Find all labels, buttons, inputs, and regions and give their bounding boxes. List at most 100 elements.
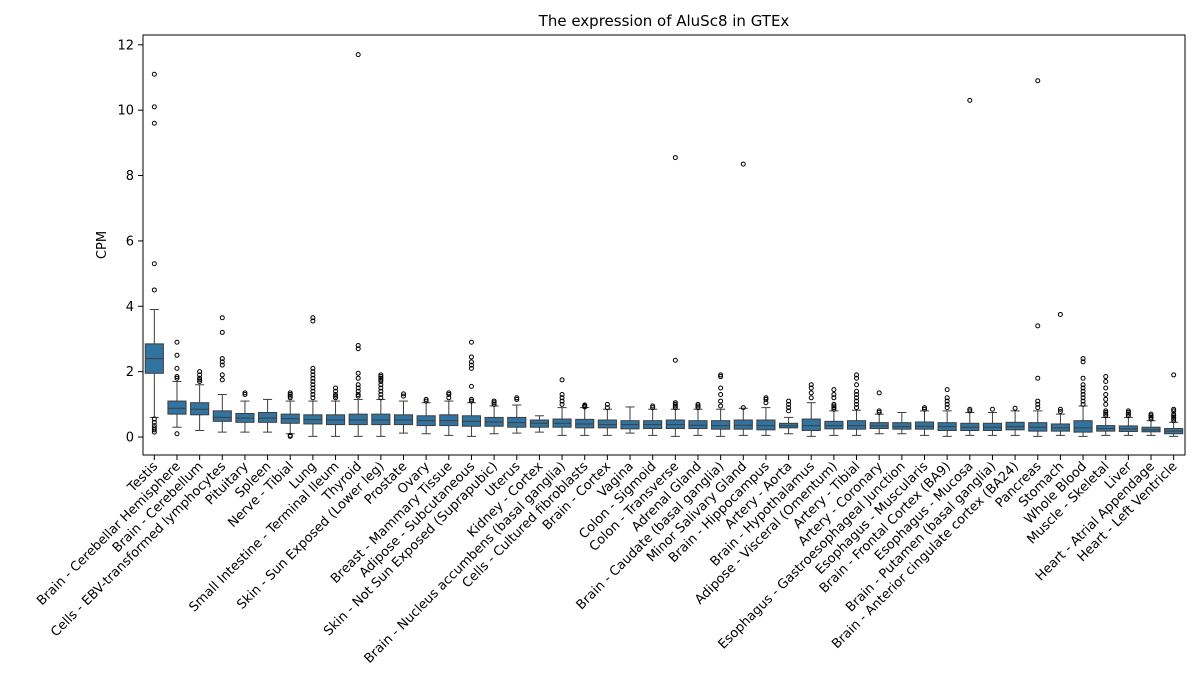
outlier-point [1057, 406, 1063, 412]
outlier-point [219, 359, 225, 365]
outlier-point [1035, 78, 1041, 84]
outlier-point [197, 372, 203, 378]
outlier-point [944, 405, 950, 411]
outlier-point [333, 393, 339, 399]
box-body [711, 420, 731, 430]
outlier-point [151, 71, 157, 77]
outlier-point [197, 369, 203, 375]
outlier-point [786, 398, 792, 404]
outlier-point [355, 385, 361, 391]
outlier-point [559, 395, 565, 401]
outlier-point [967, 406, 973, 412]
outlier-point [718, 403, 724, 409]
outlier-point [355, 346, 361, 352]
outlier-point [672, 155, 678, 161]
outlier-point [944, 401, 950, 407]
outlier-point [468, 339, 474, 345]
outlier-point [514, 396, 520, 402]
outlier-point [831, 405, 837, 411]
outlier-point [876, 410, 882, 416]
outlier-point [1171, 408, 1177, 414]
outlier-point [378, 388, 384, 394]
outlier-point [1103, 396, 1109, 402]
box-39 [1005, 405, 1025, 436]
outlier-point [695, 401, 701, 407]
outlier-point [763, 400, 769, 406]
box-8 [303, 315, 323, 437]
y-axis-title: CPM [95, 231, 110, 259]
outlier-point [355, 343, 361, 349]
outlier-point [446, 392, 452, 398]
outlier-point [650, 405, 656, 411]
outlier-point [1103, 401, 1109, 407]
box-body [801, 418, 821, 431]
outlier-point [1080, 382, 1086, 388]
outlier-point [559, 398, 565, 404]
outlier-point [174, 339, 180, 345]
outlier-point [1103, 408, 1109, 414]
outlier-point [378, 395, 384, 401]
outlier-point [174, 352, 180, 358]
outlier-point [1057, 409, 1063, 415]
outlier-point [1012, 405, 1018, 411]
outlier-point [333, 385, 339, 391]
box-44 [1118, 408, 1138, 436]
box-body [733, 419, 753, 430]
box-6 [258, 398, 278, 433]
outlier-point [468, 354, 474, 360]
outlier-point [1080, 401, 1086, 407]
outlier-point [1171, 418, 1177, 424]
outlier-point [1148, 413, 1154, 419]
chart-title: The expression of AluSc8 in GTEx [538, 12, 790, 30]
outlier-point [355, 52, 361, 58]
outlier-point [468, 359, 474, 365]
outlier-point [786, 405, 792, 411]
outlier-point [1125, 411, 1131, 417]
outlier-point [197, 375, 203, 381]
outlier-point [1125, 413, 1131, 419]
outlier-point [1103, 392, 1109, 398]
outlier-point [740, 161, 746, 167]
box-body [846, 420, 867, 430]
outlier-point [695, 403, 701, 409]
outlier-point [854, 405, 860, 411]
outlier-point [1148, 414, 1154, 420]
outlier-point [944, 398, 950, 404]
outlier-point [718, 374, 724, 380]
box-12 [393, 391, 414, 434]
outlier-point [854, 401, 860, 407]
y-tick-label: 0 [126, 431, 134, 446]
outlier-point [468, 398, 474, 404]
outlier-point [151, 120, 157, 126]
box-31 [824, 387, 844, 436]
outlier-point [378, 378, 384, 384]
outlier-point [740, 405, 746, 411]
outlier-point [831, 406, 837, 412]
outlier-point [378, 372, 384, 378]
outlier-point [310, 378, 316, 384]
outlier-point [378, 382, 384, 388]
outlier-point [355, 388, 361, 394]
y-tick-label: 2 [126, 365, 134, 380]
box-5 [235, 390, 255, 433]
outlier-point [1035, 323, 1041, 329]
outlier-point [1125, 410, 1131, 416]
box-32 [846, 372, 867, 436]
outlier-point [333, 388, 339, 394]
outlier-point [446, 390, 452, 396]
outlier-point [1035, 375, 1041, 381]
box-body [1073, 420, 1093, 433]
outlier-point [514, 395, 520, 401]
box-body [167, 400, 187, 415]
outlier-point [1125, 408, 1131, 414]
outlier-point [650, 403, 656, 409]
outlier-point [401, 391, 406, 397]
outlier-point [378, 375, 384, 381]
box-17 [507, 395, 527, 434]
outlier-point [219, 362, 225, 368]
box-body [371, 413, 391, 426]
outlier-point [174, 374, 180, 380]
box-29 [779, 398, 799, 435]
